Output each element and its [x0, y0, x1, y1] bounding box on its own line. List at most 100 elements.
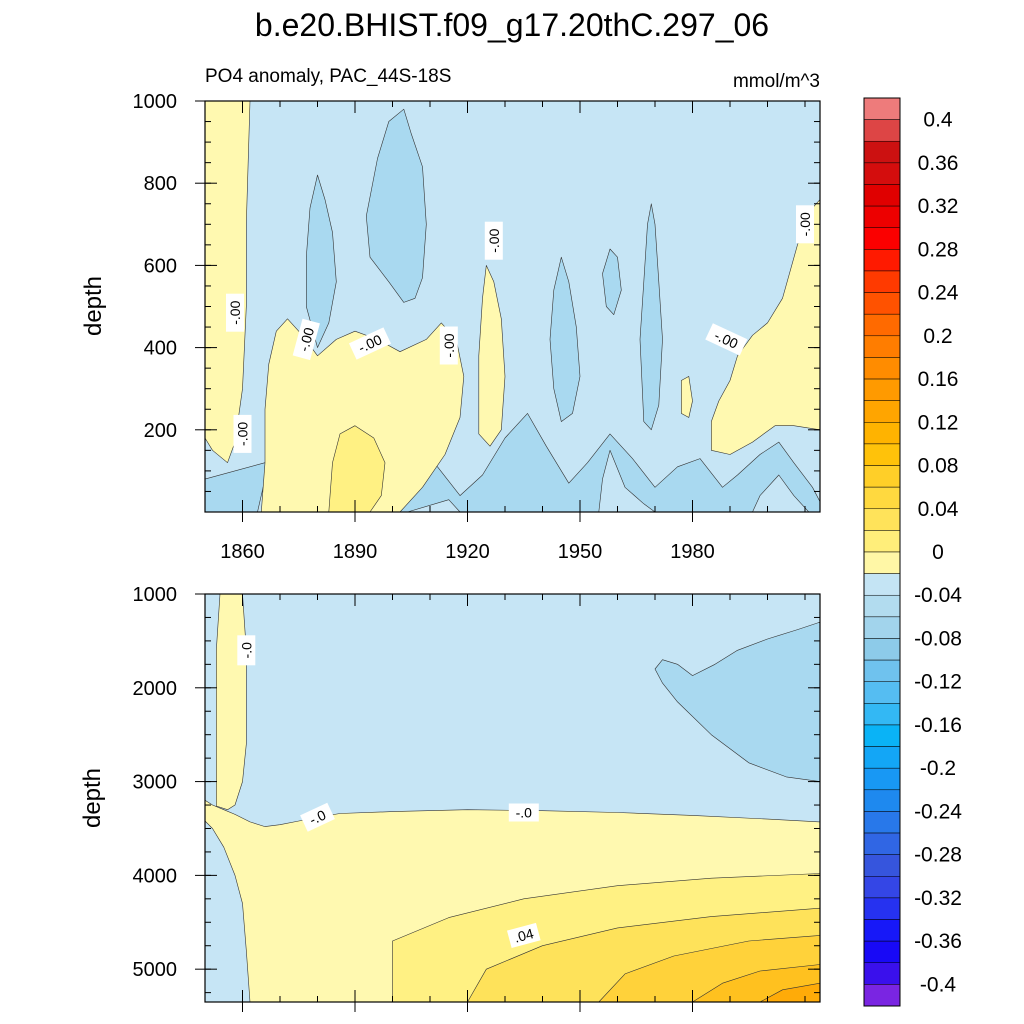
contour-label: -.0 [300, 802, 335, 832]
upper-subtitle: PO4 anomaly, PAC_44S-18S [205, 66, 451, 87]
colorbar-swatch [863, 767, 901, 791]
colorbar-swatch [863, 573, 901, 596]
colorbar-swatch [863, 832, 901, 855]
y-tick-label: 1000 [133, 91, 178, 113]
colorbar-tick-label: -0.24 [914, 800, 962, 823]
x-tick-label: 1860 [220, 541, 265, 563]
svg-text:-.0: -.0 [307, 806, 329, 827]
colorbar-swatch [863, 681, 901, 704]
colorbar-swatch [863, 659, 901, 682]
colorbar-swatch [863, 984, 901, 1007]
colorbar: 0.4 0.36 0.32 0.28 0.24 0.2 0.16 0.12 0.08 0.04 0 -… [863, 97, 962, 1007]
contour-label: -.00 [439, 326, 458, 365]
neg-mod-region [602, 248, 622, 316]
colorbar-swatch [863, 811, 901, 834]
neg-mod-region [549, 256, 581, 422]
colorbar-swatch [863, 854, 901, 877]
lower-axes: 1000 2000 3000 4000 5000 [133, 584, 820, 1012]
colorbar-swatch [863, 162, 901, 185]
colorbar-tick-label: 0.32 [918, 195, 959, 218]
colorbar-tick-label: -0.28 [914, 844, 962, 867]
upper-axes: 1860 1890 1920 1950 1980 200 400 600 800 1000 [133, 91, 820, 563]
colorbar-tick-label: 0.4 [923, 109, 953, 132]
colorbar-tick-label: 0 [932, 541, 944, 564]
colorbar-tick-label: -0.08 [914, 628, 962, 651]
contour-label: -.0 [237, 635, 256, 666]
svg-text:-.00: -.00 [295, 325, 317, 353]
colorbar-swatch [863, 270, 901, 293]
colorbar-tick-label: 0.2 [923, 325, 952, 348]
colorbar-swatch [863, 335, 901, 358]
colorbar-swatch [863, 940, 901, 964]
units-label: mmol/m^3 [733, 71, 820, 92]
y-tick-label: 4000 [133, 865, 178, 887]
upper-panel: PO4 anomaly, PAC_44S-18S mmol/m^3 -.00 -.… [80, 66, 821, 563]
lower-plot-frame [204, 593, 821, 1003]
colorbar-swatch [863, 249, 901, 272]
contour-label: .04 [506, 922, 541, 948]
colorbar-tick-label: 0.16 [918, 368, 959, 391]
colorbar-swatch [863, 551, 901, 574]
colorbar-swatch [863, 508, 901, 531]
contour-label: -.00 [796, 205, 814, 244]
contour-label: -.00 [226, 293, 244, 332]
svg-text:-.00: -.00 [235, 422, 251, 446]
neg-mod-region [305, 174, 337, 348]
colorbar-swatch [863, 746, 901, 769]
colorbar-tick-label: -0.12 [914, 671, 962, 694]
svg-text:.04: .04 [512, 925, 535, 946]
colorbar-tick-label: -0.36 [914, 930, 962, 953]
contour-label: -.00 [233, 414, 252, 453]
pos-weak-region [478, 265, 506, 447]
pos-weak-region [710, 199, 821, 455]
y-tick-label: 2000 [133, 678, 178, 700]
colorbar-swatch [863, 724, 901, 747]
colorbar-swatch [863, 422, 901, 445]
colorbar-swatch [863, 97, 901, 120]
colorbar-tick-label: 0.36 [918, 152, 959, 175]
lower-contour-labels: -.0 -.0 -.0 .04 [237, 635, 541, 948]
y-tick-label: 1000 [133, 584, 178, 606]
colorbar-tick-label: 0.12 [918, 411, 959, 434]
colorbar-swatch [863, 897, 901, 920]
neg-mod-region [639, 203, 663, 431]
colorbar-tick-label: -0.2 [920, 757, 956, 780]
colorbar-swatch [863, 638, 901, 661]
contour-label: -.00 [292, 318, 320, 361]
y-tick-label: 800 [144, 173, 177, 195]
upper-ylabel: depth [80, 276, 107, 336]
colorbar-swatch [863, 357, 901, 380]
colorbar-swatch [863, 616, 901, 639]
colorbar-swatch [863, 292, 901, 315]
colorbar-swatch [863, 876, 901, 899]
svg-text:-.00: -.00 [797, 212, 813, 236]
pos-weak-region [680, 376, 693, 418]
y-tick-label: 400 [144, 338, 177, 360]
colorbar-swatch [863, 184, 901, 207]
colorbar-swatch [863, 594, 901, 618]
lower-contour-field [204, 593, 821, 1003]
colorbar-tick-label: -0.4 [920, 973, 957, 996]
colorbar-swatch [863, 313, 901, 337]
lower-panel: -.0 -.0 -.0 .04 1000 2000 3000 4000 5000 depth [79, 584, 821, 1012]
colorbar-swatch [863, 378, 901, 401]
colorbar-tick-label: 0.24 [918, 282, 959, 305]
colorbar-swatch [863, 119, 901, 142]
pos-weak-region [216, 593, 247, 811]
svg-text:-.00: -.00 [227, 300, 243, 324]
y-tick-label: 5000 [133, 959, 178, 981]
colorbar-swatch [863, 400, 901, 423]
colorbar-swatch [863, 486, 901, 510]
colorbar-swatch [863, 530, 901, 553]
colorbar-swatch [863, 443, 901, 466]
colorbar-swatch [863, 919, 901, 942]
colorbar-swatch [863, 140, 901, 164]
colorbar-tick-label: -0.16 [914, 714, 962, 737]
colorbar-swatch [863, 962, 901, 985]
colorbar-swatch [863, 465, 901, 488]
lower-ylabel: depth [79, 768, 106, 828]
neg-mod-region [365, 108, 427, 303]
y-tick-label: 600 [144, 255, 177, 277]
pos-light-region [328, 425, 386, 513]
